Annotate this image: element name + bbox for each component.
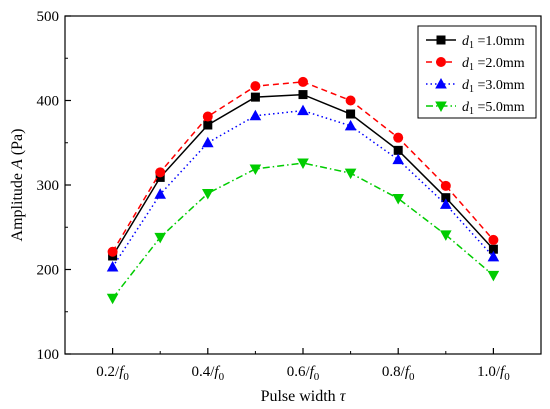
data-point-s4-4 bbox=[249, 164, 262, 175]
data-point-s3-9 bbox=[487, 250, 500, 262]
data-point-s4-2 bbox=[154, 232, 166, 244]
data-point-s1-2 bbox=[155, 172, 165, 182]
data-point-s2-6 bbox=[345, 95, 356, 106]
y-tick-label: 500 bbox=[37, 9, 60, 25]
x-tick-label: 0.8/f0 bbox=[382, 364, 415, 383]
x-tick-label: 0.2/f0 bbox=[96, 364, 129, 383]
data-point-s3-3 bbox=[202, 136, 214, 148]
x-tick-label: 0.4/f0 bbox=[192, 364, 225, 383]
data-point-s2-7 bbox=[393, 132, 404, 143]
series-line-4 bbox=[112, 162, 494, 299]
legend-label-3: d1 =3.0mm bbox=[462, 78, 525, 95]
data-point-s2-2 bbox=[155, 167, 166, 178]
legend-marker-4 bbox=[435, 101, 447, 112]
data-point-s4-3 bbox=[202, 188, 214, 200]
y-tick-label: 200 bbox=[37, 263, 60, 279]
data-point-s2-1 bbox=[107, 246, 118, 257]
data-point-s3-8 bbox=[440, 198, 452, 209]
data-point-s1-6 bbox=[346, 109, 356, 119]
x-tick-label: 1.0/f0 bbox=[477, 364, 510, 383]
axes: 100 200 300 400 500 0.2/f0 0.4/f0 0.6/f0 0.8/f0 1… bbox=[37, 9, 511, 383]
y-tick-label: 300 bbox=[37, 178, 60, 194]
data-point-s4-1 bbox=[106, 293, 119, 305]
data-point-s1-7 bbox=[393, 145, 403, 155]
data-point-s2-5 bbox=[298, 76, 308, 87]
legend: d1 =1.0mm d1 =2.0mm d1 =3.0mm d1 =5.0mm bbox=[417, 25, 537, 119]
data-point-s4-8 bbox=[440, 230, 452, 241]
x-axis-title: Pulse width τ bbox=[261, 388, 347, 405]
data-point-s1-8 bbox=[441, 193, 451, 203]
data-point-s1-4 bbox=[250, 92, 260, 102]
x-tick-label: 0.6/f0 bbox=[287, 364, 320, 383]
data-point-s4-5 bbox=[297, 158, 309, 170]
legend-marker-2 bbox=[436, 57, 446, 67]
legend-label-1: d1 =1.0mm bbox=[462, 34, 525, 51]
data-point-s3-7 bbox=[392, 153, 404, 165]
data-point-s3-2 bbox=[154, 188, 166, 199]
y-axis-title: Amplitude A (Pa) bbox=[9, 129, 26, 242]
y-tick-label: 400 bbox=[37, 94, 60, 110]
legend-label-2: d1 =2.0mm bbox=[462, 56, 525, 73]
data-point-s2-4 bbox=[250, 81, 261, 92]
y-tick-label: 100 bbox=[37, 347, 60, 363]
data-point-s3-5 bbox=[297, 104, 309, 116]
data-point-s2-9 bbox=[488, 234, 499, 245]
legend-label-4: d1 =5.0mm bbox=[462, 100, 525, 117]
data-point-s3-6 bbox=[344, 119, 357, 131]
data-point-s1-3 bbox=[203, 120, 213, 130]
data-point-s2-3 bbox=[202, 111, 213, 122]
data-point-s4-9 bbox=[487, 270, 500, 282]
data-point-s4-6 bbox=[344, 168, 357, 180]
legend-marker-1 bbox=[436, 35, 446, 45]
data-point-s4-7 bbox=[392, 194, 404, 205]
data-point-s3-4 bbox=[249, 109, 262, 121]
data-point-s1-9 bbox=[488, 244, 498, 254]
data-point-s3-1 bbox=[106, 260, 119, 272]
legend-marker-3 bbox=[435, 78, 447, 89]
plot-marks bbox=[106, 76, 500, 305]
data-point-s2-8 bbox=[440, 180, 451, 191]
data-point-s1-5 bbox=[298, 90, 308, 100]
